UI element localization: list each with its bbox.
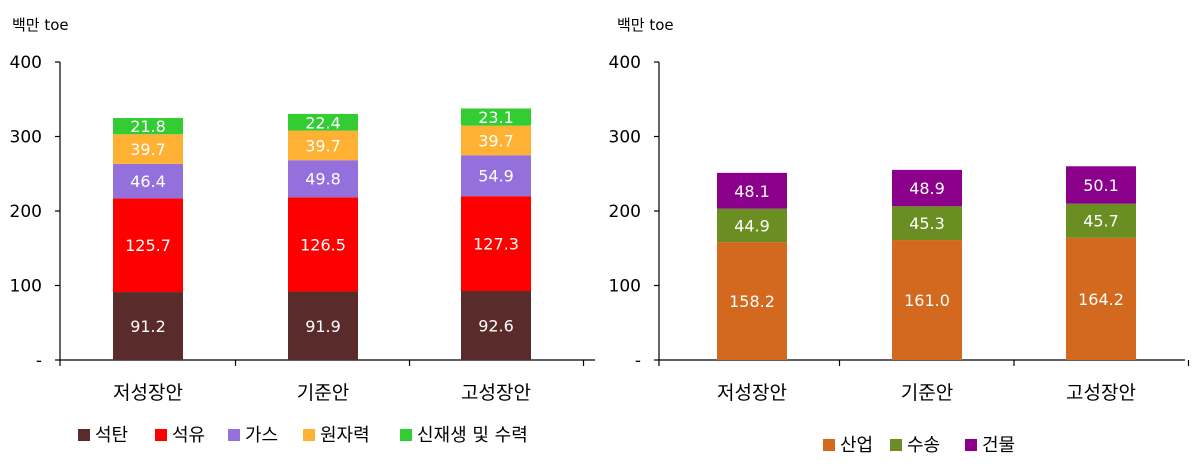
bar-segment-석유-고성장안 [461, 196, 531, 292]
data-label: 44.9 [734, 216, 770, 235]
bar-segment-원자력-고성장안 [461, 125, 531, 156]
data-label: 164.2 [1078, 290, 1124, 309]
legend-label: 가스 [245, 425, 278, 446]
legend-label: 석탄 [95, 425, 128, 446]
data-label: 50.1 [1083, 176, 1119, 195]
bar-segment-석유-저성장안 [113, 198, 183, 293]
final-energy-by-source-chart: 백만 toe - 100 200 300 400 91.2 125.7 46.4 39.7 21.8… [10, 16, 595, 446]
y-tick-label: 400 [10, 53, 42, 73]
data-label: 46.4 [130, 172, 166, 191]
unit-label: 백만 toe [617, 16, 674, 34]
data-label: 45.7 [1083, 212, 1119, 231]
bar-segment-신재생 및 수력-저성장안 [113, 118, 183, 135]
unit-label: 백만 toe [12, 16, 69, 34]
y-tick-label: 300 [10, 128, 42, 148]
y-tick-label: 100 [609, 277, 641, 297]
data-label: 39.7 [478, 131, 514, 150]
bar-segment-수송-저성장안 [717, 208, 787, 243]
legend-label: 신재생 및 수력 [417, 425, 528, 446]
bar-segment-건물-고성장안 [1066, 166, 1136, 204]
data-label: 126.5 [300, 235, 346, 254]
bar-segment-건물-기준안 [892, 169, 962, 207]
category-label: 기준안 [297, 382, 349, 404]
data-label: 91.2 [130, 317, 166, 336]
bar-segment-석유-기준안 [288, 197, 358, 292]
y-tick-label: - [635, 351, 641, 371]
data-label: 91.9 [305, 317, 341, 336]
category-label: 저성장안 [717, 382, 787, 404]
y-tick-label: 100 [10, 277, 42, 297]
data-label: 127.3 [473, 235, 519, 254]
bar-segment-석탄-기준안 [288, 291, 358, 360]
legend-swatch [890, 439, 902, 451]
bar-segment-신재생 및 수력-기준안 [288, 113, 358, 131]
category-label: 기준안 [901, 382, 953, 404]
legend-label: 원자력 [320, 425, 370, 446]
bar-segment-원자력-저성장안 [113, 134, 183, 164]
bar-segment-산업-저성장안 [717, 242, 787, 360]
legend-label: 수송 [907, 435, 940, 456]
legend-swatch [303, 429, 315, 441]
bar-segment-산업-기준안 [892, 240, 962, 360]
data-label: 158.2 [729, 292, 775, 311]
data-label: 92.6 [478, 317, 514, 336]
bar-segment-석탄-저성장안 [113, 292, 183, 360]
legend-swatch [228, 429, 240, 441]
data-label: 45.3 [909, 214, 945, 233]
bar-segment-석탄-고성장안 [461, 291, 531, 360]
bar-segment-건물-저성장안 [717, 172, 787, 209]
legend-label: 석유 [172, 425, 205, 446]
data-label: 161.0 [904, 291, 950, 310]
legend-label: 산업 [840, 435, 873, 456]
y-tick-label: 400 [609, 53, 641, 73]
bar-segment-가스-고성장안 [461, 155, 531, 197]
bar-segment-수송-기준안 [892, 206, 962, 241]
data-label: 49.8 [305, 170, 341, 189]
category-label: 고성장안 [1066, 382, 1136, 404]
legend-swatch [78, 429, 90, 441]
data-label: 39.7 [305, 136, 341, 155]
legend-label: 건물 [982, 435, 1015, 456]
data-label: 23.1 [478, 108, 514, 127]
data-label: 125.7 [125, 236, 171, 255]
bar-segment-신재생 및 수력-고성장안 [461, 108, 531, 126]
data-label: 48.9 [909, 179, 945, 198]
bar-segment-가스-기준안 [288, 160, 358, 198]
legend-swatch [400, 429, 412, 441]
data-label: 54.9 [478, 167, 514, 186]
legend-swatch [155, 429, 167, 441]
bar-segment-원자력-기준안 [288, 130, 358, 161]
y-tick-label: - [36, 351, 42, 371]
legend-swatch [823, 439, 835, 451]
category-label: 고성장안 [461, 382, 531, 404]
bar-segment-가스-저성장안 [113, 163, 183, 199]
y-tick-label: 300 [609, 128, 641, 148]
category-label: 저성장안 [113, 382, 183, 404]
y-tick-label: 200 [10, 202, 42, 222]
bar-segment-수송-고성장안 [1066, 203, 1136, 238]
data-label: 22.4 [305, 113, 341, 132]
y-tick-label: 200 [609, 202, 641, 222]
data-label: 48.1 [734, 182, 770, 201]
final-energy-by-sector-chart: 백만 toe - 100 200 300 400 158.2 44.9 48.1 저성장안 161.… [609, 16, 1190, 456]
bar-segment-산업-고성장안 [1066, 237, 1136, 360]
data-label: 21.8 [130, 117, 166, 136]
legend-swatch [965, 439, 977, 451]
data-label: 39.7 [130, 140, 166, 159]
